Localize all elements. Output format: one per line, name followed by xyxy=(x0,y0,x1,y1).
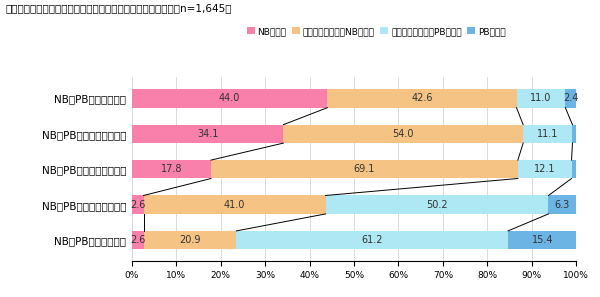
Bar xyxy=(517,89,565,108)
Text: 2.6: 2.6 xyxy=(130,200,145,210)
Text: 54.0: 54.0 xyxy=(392,129,414,139)
Text: 11.0: 11.0 xyxy=(530,94,551,103)
Text: 61.2: 61.2 xyxy=(361,235,383,245)
Legend: NBを選択, どちらかといえばNBを選択, どちらかといえばPBを選択, PBを選択: NBを選択, どちらかといえばNBを選択, どちらかといえばPBを選択, PBを… xyxy=(243,23,509,40)
Text: 2.4: 2.4 xyxy=(563,94,578,103)
Bar xyxy=(572,160,576,178)
Bar xyxy=(508,231,577,249)
Text: 6.3: 6.3 xyxy=(555,200,570,210)
Bar xyxy=(236,231,508,249)
Bar xyxy=(523,125,572,143)
Text: 図２　価格条件によるＮＢ、ＰＢ選択率（買い分けをする人・n=1,645）: 図２ 価格条件によるＮＢ、ＰＢ選択率（買い分けをする人・n=1,645） xyxy=(6,3,233,13)
Text: 17.8: 17.8 xyxy=(161,164,182,174)
Text: 11.1: 11.1 xyxy=(537,129,559,139)
Bar xyxy=(211,160,518,178)
Text: 69.1: 69.1 xyxy=(354,164,375,174)
Bar xyxy=(328,89,517,108)
Bar xyxy=(518,160,572,178)
Text: 12.1: 12.1 xyxy=(534,164,556,174)
Bar xyxy=(548,195,577,214)
Bar xyxy=(143,231,236,249)
Bar xyxy=(572,125,576,143)
Bar xyxy=(132,89,328,108)
Text: 44.0: 44.0 xyxy=(219,94,241,103)
Text: 2.6: 2.6 xyxy=(130,235,145,245)
Text: 20.9: 20.9 xyxy=(179,235,200,245)
Bar xyxy=(132,160,211,178)
Bar xyxy=(326,195,548,214)
Text: 41.0: 41.0 xyxy=(224,200,245,210)
Bar xyxy=(132,231,143,249)
Bar xyxy=(132,195,143,214)
Bar xyxy=(143,195,326,214)
Bar xyxy=(283,125,523,143)
Text: 42.6: 42.6 xyxy=(411,94,433,103)
Bar xyxy=(565,89,576,108)
Bar xyxy=(132,125,283,143)
Text: 34.1: 34.1 xyxy=(197,129,218,139)
Text: 50.2: 50.2 xyxy=(426,200,448,210)
Text: 15.4: 15.4 xyxy=(532,235,553,245)
